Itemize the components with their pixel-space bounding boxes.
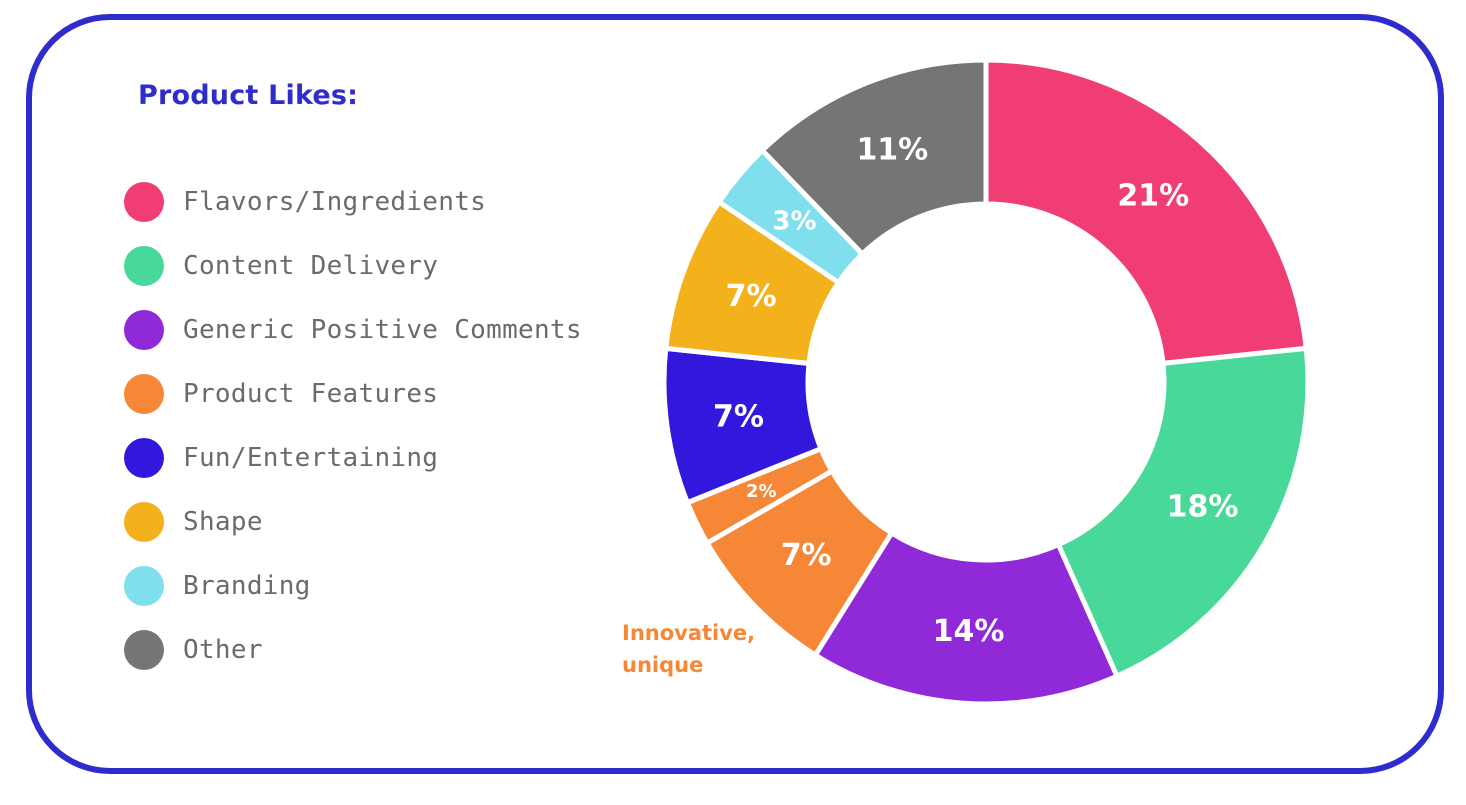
legend-item-branding: Branding: [124, 554, 582, 618]
legend-swatch-generic-positive-comments: [124, 310, 164, 350]
legend-swatch-shape: [124, 502, 164, 542]
slice-label-shape-6: 7%: [726, 279, 777, 314]
legend-swatch-branding: [124, 566, 164, 606]
legend-item-other: Other: [124, 618, 582, 682]
slice-other-8: [759, 57, 989, 257]
legend-label-shape: Shape: [183, 507, 263, 537]
legend-swatch-flavors-ingredients: [124, 182, 164, 222]
legend-item-content-delivery: Content Delivery: [124, 234, 582, 298]
slice-label-product-features-4: 2%: [746, 481, 777, 502]
slice-content-delivery-1: [1055, 345, 1311, 679]
legend-swatch-content-delivery: [124, 246, 164, 286]
slice-flavors-ingredients-0: [983, 57, 1309, 366]
legend-swatch-fun-entertaining: [124, 438, 164, 478]
legend-item-shape: Shape: [124, 490, 582, 554]
legend-label-flavors-ingredients: Flavors/Ingredients: [183, 187, 487, 217]
legend-label-generic-positive-comments: Generic Positive Comments: [183, 315, 582, 345]
legend-swatch-product-features: [124, 374, 164, 414]
slice-label-flavors-ingredients-0: 21%: [1117, 179, 1189, 214]
legend-title: Product Likes:: [138, 80, 359, 111]
legend: Flavors/Ingredients Content Delivery Gen…: [124, 170, 582, 682]
legend-label-other: Other: [183, 635, 263, 665]
slice-label-content-delivery-1: 18%: [1167, 490, 1239, 525]
legend-item-product-features: Product Features: [124, 362, 582, 426]
slice-label-other-8: 11%: [856, 133, 928, 168]
slice-generic-positive-comments-2: [812, 530, 1120, 707]
legend-label-branding: Branding: [183, 571, 311, 601]
legend-swatch-other: [124, 630, 164, 670]
legend-item-flavors-ingredients: Flavors/Ingredients: [124, 170, 582, 234]
annotation-product-features: Innovative, unique: [622, 621, 755, 677]
annotation-line-0: Innovative,: [622, 621, 755, 645]
slice-label-product-features-3: 7%: [781, 538, 832, 573]
legend-label-fun-entertaining: Fun/Entertaining: [183, 443, 439, 473]
legend-label-product-features: Product Features: [183, 379, 439, 409]
slice-label-branding-7: 3%: [772, 206, 816, 236]
legend-item-generic-positive-comments: Generic Positive Comments: [124, 298, 582, 362]
slice-label-generic-positive-comments-2: 14%: [933, 614, 1005, 649]
legend-label-content-delivery: Content Delivery: [183, 251, 439, 281]
slice-label-fun-entertaining-5: 7%: [713, 399, 764, 434]
legend-item-fun-entertaining: Fun/Entertaining: [124, 426, 582, 490]
annotation-line-1: unique: [622, 653, 703, 677]
